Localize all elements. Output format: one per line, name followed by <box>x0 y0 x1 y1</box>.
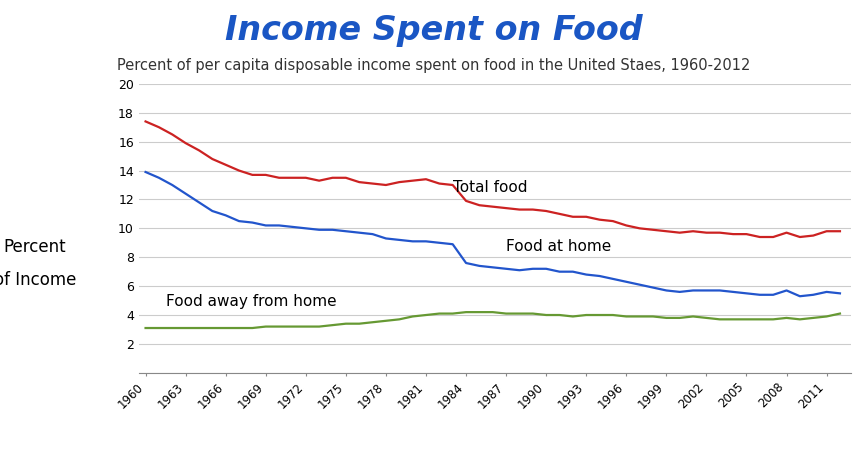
Text: Total food: Total food <box>453 180 527 195</box>
Text: Food at home: Food at home <box>506 240 611 254</box>
Text: Food away from home: Food away from home <box>166 294 336 308</box>
Text: Percent: Percent <box>3 238 66 256</box>
Text: Income Spent on Food: Income Spent on Food <box>225 14 643 47</box>
Text: of Income: of Income <box>0 271 76 288</box>
Text: Percent of per capita disposable income spent on food in the United Staes, 1960-: Percent of per capita disposable income … <box>117 58 751 73</box>
